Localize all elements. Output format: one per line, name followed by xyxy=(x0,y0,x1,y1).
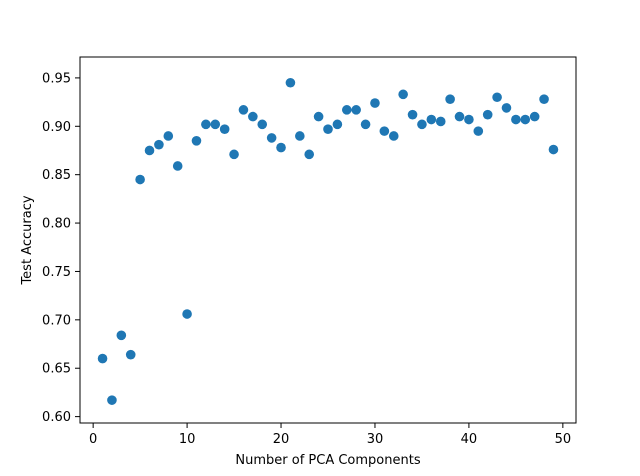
data-point xyxy=(182,309,192,319)
data-point xyxy=(398,89,408,100)
data-point xyxy=(501,103,512,113)
data-point xyxy=(323,124,333,134)
data-points xyxy=(97,77,559,405)
y-tick-label: 0.75 xyxy=(42,265,71,280)
data-point xyxy=(229,149,239,160)
data-point xyxy=(454,111,465,122)
y-axis-label: Test Accuracy xyxy=(20,195,35,285)
data-point xyxy=(135,174,145,185)
data-point xyxy=(125,349,136,360)
plot-frame xyxy=(79,56,577,424)
y-tick-label: 0.70 xyxy=(42,313,71,328)
data-point xyxy=(417,119,427,130)
data-point xyxy=(144,145,155,156)
y-tick-label: 0.95 xyxy=(42,71,71,86)
data-point xyxy=(426,114,437,125)
data-point xyxy=(520,114,531,125)
data-point xyxy=(304,149,315,160)
x-tick-label: 20 xyxy=(273,432,290,447)
data-point xyxy=(210,119,221,130)
data-point xyxy=(313,111,324,122)
data-point xyxy=(351,105,361,115)
data-point xyxy=(379,126,390,136)
y-tick-label: 0.60 xyxy=(42,410,71,425)
x-axis-label: Number of PCA Components xyxy=(235,453,420,468)
data-point xyxy=(285,77,296,88)
data-point xyxy=(464,114,474,125)
x-tick-label: 30 xyxy=(367,432,384,447)
data-point xyxy=(332,119,343,130)
x-axis-ticks: 0 10 20 30 40 50 xyxy=(89,423,571,447)
data-point xyxy=(445,94,455,104)
x-tick-label: 10 xyxy=(179,432,196,447)
y-tick-label: 0.85 xyxy=(42,168,71,183)
data-point xyxy=(154,139,164,150)
data-point xyxy=(219,124,230,134)
data-point xyxy=(435,116,446,127)
x-tick-label: 40 xyxy=(461,432,478,447)
data-point xyxy=(473,126,484,136)
data-point xyxy=(295,131,305,141)
y-tick-label: 0.90 xyxy=(42,120,71,135)
y-tick-label: 0.80 xyxy=(42,217,71,232)
data-point xyxy=(257,119,268,130)
x-tick-label: 0 xyxy=(89,432,97,447)
data-point xyxy=(360,119,371,130)
data-point xyxy=(276,142,286,153)
data-point xyxy=(248,111,258,122)
data-point xyxy=(266,133,277,143)
y-axis-ticks: 0.60 0.65 0.70 0.75 0.80 0.85 0.90 0.95 xyxy=(42,71,80,425)
data-point xyxy=(172,161,183,171)
data-point xyxy=(548,144,559,155)
data-point xyxy=(492,92,502,103)
data-point xyxy=(482,109,493,120)
data-point xyxy=(163,131,174,141)
data-point xyxy=(407,109,418,120)
data-point xyxy=(539,94,549,104)
data-point xyxy=(107,395,117,405)
x-tick-label: 50 xyxy=(555,432,572,447)
data-point xyxy=(370,98,380,108)
data-point xyxy=(511,114,521,125)
data-point xyxy=(529,111,540,122)
data-point xyxy=(191,136,202,146)
data-point xyxy=(341,105,352,115)
y-tick-label: 0.65 xyxy=(42,362,71,377)
data-point xyxy=(388,131,399,141)
data-point xyxy=(238,105,249,115)
data-point xyxy=(116,330,127,341)
data-point xyxy=(201,119,211,130)
data-point xyxy=(97,353,108,364)
